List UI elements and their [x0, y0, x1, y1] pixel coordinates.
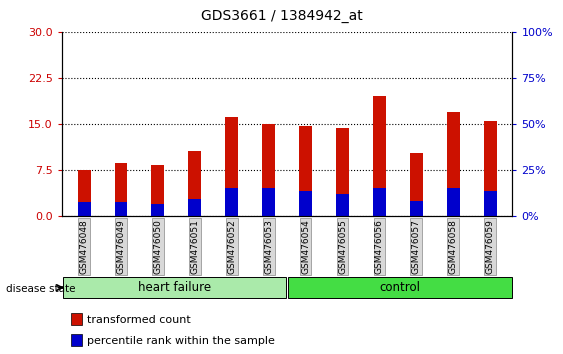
- FancyBboxPatch shape: [62, 277, 287, 298]
- Bar: [114, 163, 127, 216]
- Bar: [262, 188, 275, 216]
- Bar: [447, 188, 460, 216]
- Bar: [225, 188, 238, 216]
- Bar: [114, 202, 127, 216]
- Bar: [151, 204, 164, 216]
- Bar: [336, 127, 349, 216]
- Text: GSM476055: GSM476055: [338, 219, 347, 274]
- Text: GDS3661 / 1384942_at: GDS3661 / 1384942_at: [200, 9, 363, 23]
- Text: GSM476048: GSM476048: [79, 219, 88, 274]
- Bar: [336, 194, 349, 216]
- Text: GSM476052: GSM476052: [227, 219, 236, 274]
- Text: GSM476054: GSM476054: [301, 219, 310, 274]
- Bar: [71, 313, 82, 325]
- Text: heart failure: heart failure: [138, 281, 211, 294]
- Text: control: control: [379, 281, 420, 294]
- Bar: [373, 96, 386, 216]
- Bar: [447, 112, 460, 216]
- Bar: [189, 199, 202, 216]
- Text: GSM476059: GSM476059: [486, 219, 495, 274]
- Text: GSM476053: GSM476053: [264, 219, 273, 274]
- Text: GSM476049: GSM476049: [117, 219, 126, 274]
- Bar: [151, 165, 164, 216]
- Bar: [484, 121, 497, 216]
- Bar: [189, 151, 202, 216]
- Bar: [299, 192, 312, 216]
- Text: GSM476058: GSM476058: [449, 219, 458, 274]
- Bar: [71, 334, 82, 346]
- Bar: [78, 202, 91, 216]
- Bar: [262, 124, 275, 216]
- Bar: [78, 170, 91, 216]
- Bar: [410, 153, 423, 216]
- Bar: [373, 188, 386, 216]
- Bar: [299, 126, 312, 216]
- FancyBboxPatch shape: [288, 277, 512, 298]
- Text: percentile rank within the sample: percentile rank within the sample: [87, 336, 275, 346]
- Bar: [410, 201, 423, 216]
- Text: GSM476051: GSM476051: [190, 219, 199, 274]
- Text: GSM476056: GSM476056: [375, 219, 384, 274]
- Text: GSM476057: GSM476057: [412, 219, 421, 274]
- Text: transformed count: transformed count: [87, 315, 190, 325]
- Bar: [484, 192, 497, 216]
- Bar: [225, 116, 238, 216]
- Text: disease state: disease state: [6, 284, 75, 293]
- Text: GSM476050: GSM476050: [153, 219, 162, 274]
